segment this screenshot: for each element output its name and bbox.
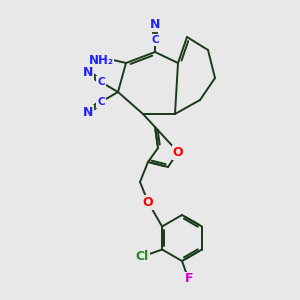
Text: N: N — [83, 106, 93, 118]
Text: C: C — [151, 35, 159, 45]
Text: O: O — [173, 146, 183, 158]
Text: N: N — [83, 65, 93, 79]
Text: C: C — [97, 77, 105, 87]
Text: Cl: Cl — [136, 250, 149, 263]
Text: O: O — [143, 196, 153, 208]
Text: F: F — [185, 272, 193, 286]
Text: C: C — [97, 97, 105, 107]
Text: N: N — [150, 17, 160, 31]
Text: NH₂: NH₂ — [88, 53, 113, 67]
